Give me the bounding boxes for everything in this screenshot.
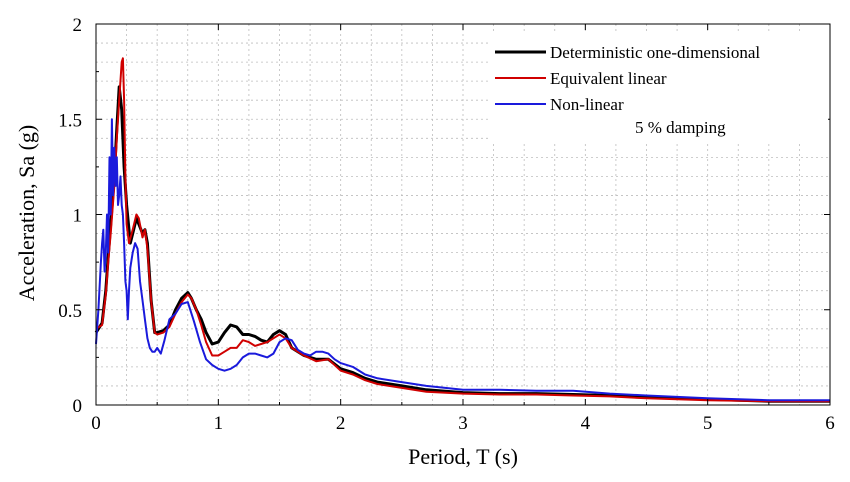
x-tick-label: 3 xyxy=(458,413,468,434)
x-tick-label: 4 xyxy=(581,413,591,434)
x-tick-label: 5 xyxy=(703,413,713,434)
x-tick-label: 2 xyxy=(336,413,346,434)
series-line-2 xyxy=(95,118,830,402)
y-tick-label: 0.5 xyxy=(58,301,82,322)
series-line-1 xyxy=(95,57,830,403)
series-layer xyxy=(94,57,830,403)
tick-layer: 0 1 2 3 4 5 6 0 0.5 1 1.5 2 xyxy=(58,15,835,434)
y-tick-label: 2 xyxy=(73,15,83,36)
y-axis-label: Acceleration, Sa (g) xyxy=(14,125,39,302)
legend-label-equivalent: Equivalent linear xyxy=(550,69,667,88)
x-axis-label: Period, T (s) xyxy=(408,444,518,469)
x-tick-label: 0 xyxy=(91,413,101,434)
damping-annotation: 5 % damping xyxy=(635,118,726,137)
legend: Deterministic one-dimensional Equivalent… xyxy=(488,34,828,142)
x-tick-label: 6 xyxy=(825,413,835,434)
y-tick-label: 1 xyxy=(73,206,83,227)
legend-label-nonlinear: Non-linear xyxy=(550,95,624,114)
legend-label-deterministic: Deterministic one-dimensional xyxy=(550,43,760,62)
y-tick-label: 1.5 xyxy=(58,110,82,131)
x-tick-label: 1 xyxy=(214,413,224,434)
y-tick-label: 0 xyxy=(73,396,83,417)
